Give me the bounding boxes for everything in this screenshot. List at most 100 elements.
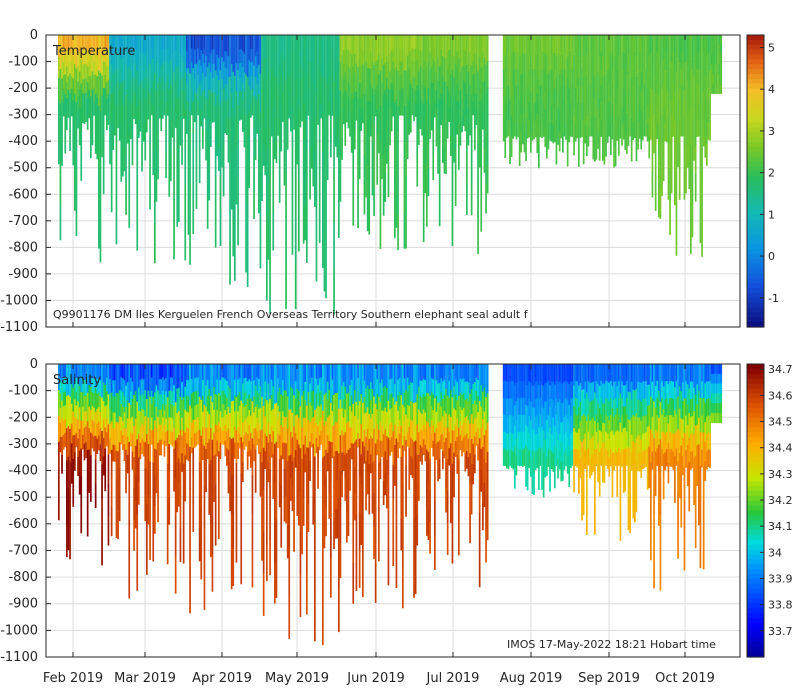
profile-cell — [694, 517, 697, 549]
profile-cell — [570, 51, 572, 70]
profile-cell — [458, 35, 460, 58]
profile-cell — [280, 455, 283, 487]
profile-cell — [274, 138, 276, 160]
profile-cell — [133, 90, 135, 106]
profile-cell — [683, 62, 686, 91]
profile-cell — [371, 141, 374, 169]
profile-cell — [352, 483, 355, 524]
profile-cell — [227, 428, 230, 451]
profile-cell — [699, 465, 702, 501]
profile-cell — [270, 68, 273, 86]
profile-cell — [482, 82, 484, 99]
profile-cell — [267, 364, 270, 385]
y-tick-label: -800 — [8, 240, 38, 255]
profile-cell — [342, 435, 345, 454]
profile-cell — [328, 364, 331, 391]
profile-cell — [205, 76, 207, 98]
profile-cell — [350, 364, 353, 381]
profile-cell — [630, 381, 633, 400]
profile-cell — [587, 448, 590, 466]
profile-cell — [398, 48, 401, 63]
profile-cell — [613, 452, 615, 471]
profile-cell — [379, 177, 382, 214]
profile-cell — [610, 381, 612, 399]
profile-cell — [578, 428, 580, 451]
profile-cell — [427, 510, 430, 541]
colorbar-segment — [747, 166, 764, 172]
profile-cell — [608, 85, 611, 103]
profile-cell — [152, 364, 155, 398]
profile-cell — [347, 35, 350, 51]
profile-cell — [376, 364, 379, 380]
profile-cell — [643, 102, 646, 120]
profile-cell — [251, 75, 254, 89]
profile-cell — [349, 68, 351, 86]
profile-cell — [112, 444, 115, 462]
profile-cell — [211, 553, 214, 592]
profile-cell — [373, 155, 375, 186]
profile-cell — [595, 397, 598, 416]
profile-cell — [320, 417, 323, 432]
profile-cell — [224, 364, 227, 380]
profile-cell — [70, 75, 73, 90]
profile-cell — [101, 35, 103, 56]
profile-cell — [440, 94, 443, 111]
profile-cell — [456, 364, 459, 383]
profile-cell — [566, 122, 569, 145]
profile-cell — [150, 101, 153, 116]
profile-cell — [605, 35, 607, 56]
profile-cell — [118, 87, 121, 106]
profile-cell — [342, 417, 345, 436]
profile-cell — [363, 364, 366, 381]
profile-cell — [299, 111, 302, 128]
profile-cell — [59, 35, 62, 70]
profile-cell — [181, 399, 183, 419]
profile-cell — [472, 443, 475, 465]
profile-cell — [333, 174, 335, 222]
profile-cell — [541, 52, 543, 70]
profile-cell — [646, 105, 649, 124]
profile-cell — [88, 62, 91, 77]
profile-cell — [414, 75, 417, 90]
profile-cell — [573, 385, 575, 408]
profile-cell — [410, 419, 412, 439]
profile-cell — [376, 84, 379, 111]
profile-cell — [480, 470, 483, 492]
profile-cell — [358, 154, 361, 180]
profile-cell — [82, 93, 84, 109]
profile-cell — [165, 82, 167, 107]
profile-cell — [608, 364, 611, 384]
profile-cell — [395, 195, 398, 228]
profile-cell — [670, 415, 673, 433]
profile-cell — [442, 451, 444, 470]
profile-cell — [563, 102, 566, 120]
profile-cell — [565, 431, 567, 450]
profile-cell — [576, 35, 579, 53]
profile-cell — [277, 364, 279, 379]
profile-cell — [61, 143, 63, 166]
profile-cell — [571, 85, 574, 104]
profile-cell — [387, 115, 390, 144]
profile-cell — [75, 68, 78, 103]
profile-cell — [178, 482, 180, 507]
profile-cell — [291, 461, 294, 487]
profile-cell — [533, 407, 535, 430]
profile-cell — [363, 413, 366, 431]
profile-cell — [453, 56, 455, 78]
profile-cell — [357, 99, 359, 132]
profile-cell — [82, 35, 84, 51]
profile-cell — [232, 35, 235, 73]
profile-cell — [283, 364, 286, 391]
profile-cell — [526, 469, 529, 491]
profile-cell — [392, 397, 395, 432]
profile-cell — [586, 449, 588, 479]
profile-cell — [606, 124, 609, 143]
profile-cell — [560, 461, 563, 482]
profile-cell — [235, 397, 238, 431]
profile-cell — [248, 136, 251, 163]
profile-cell — [74, 417, 76, 436]
profile-cell — [590, 119, 593, 137]
profile-cell — [478, 57, 481, 80]
colorbar-segment — [747, 302, 764, 309]
profile-cell — [200, 507, 203, 544]
